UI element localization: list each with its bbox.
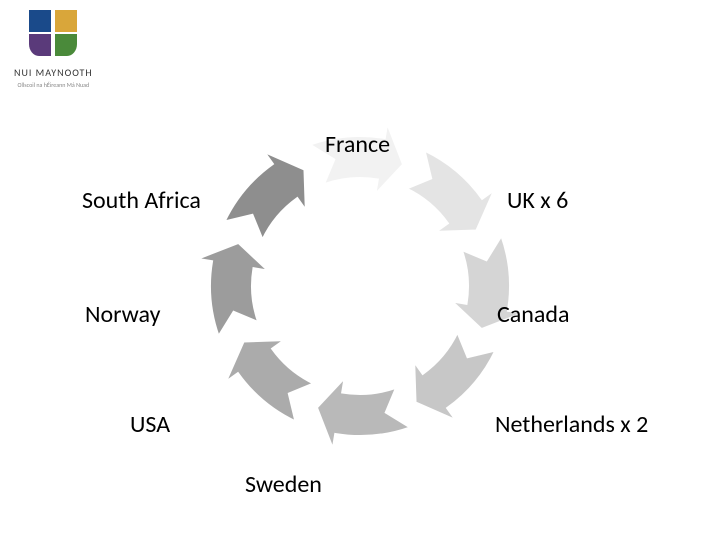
- shield-q3: [29, 34, 51, 56]
- cycle-diagram: [200, 126, 520, 446]
- logo-subtitle: Ollscoil na hÉireann Má Nuad: [18, 81, 90, 89]
- shield-icon: [29, 10, 77, 60]
- logo-text: NUI MAYNOOTH: [14, 66, 93, 79]
- cycle-label: Sweden: [245, 470, 322, 499]
- cycle-segment: [406, 151, 494, 232]
- cycle-segment: [225, 152, 306, 240]
- shield-q1: [29, 10, 51, 32]
- cycle-label: USA: [130, 410, 170, 439]
- cycle-label: UK x 6: [507, 186, 568, 215]
- cycle-label: France: [325, 130, 390, 159]
- cycle-segment: [317, 378, 410, 446]
- cycle-label: Netherlands x 2: [495, 410, 648, 439]
- cycle-segment: [200, 243, 268, 336]
- cycle-label: South Africa: [82, 186, 201, 215]
- shield-q4: [55, 34, 77, 56]
- cycle-segment: [226, 340, 314, 421]
- cycle-svg: [200, 126, 520, 446]
- institution-logo: NUI MAYNOOTH Ollscoil na hÉireann Má Nua…: [14, 10, 93, 89]
- shield-q2: [55, 10, 77, 32]
- cycle-label: Canada: [497, 300, 570, 329]
- cycle-label: Norway: [85, 300, 160, 329]
- cycle-segment: [414, 333, 495, 421]
